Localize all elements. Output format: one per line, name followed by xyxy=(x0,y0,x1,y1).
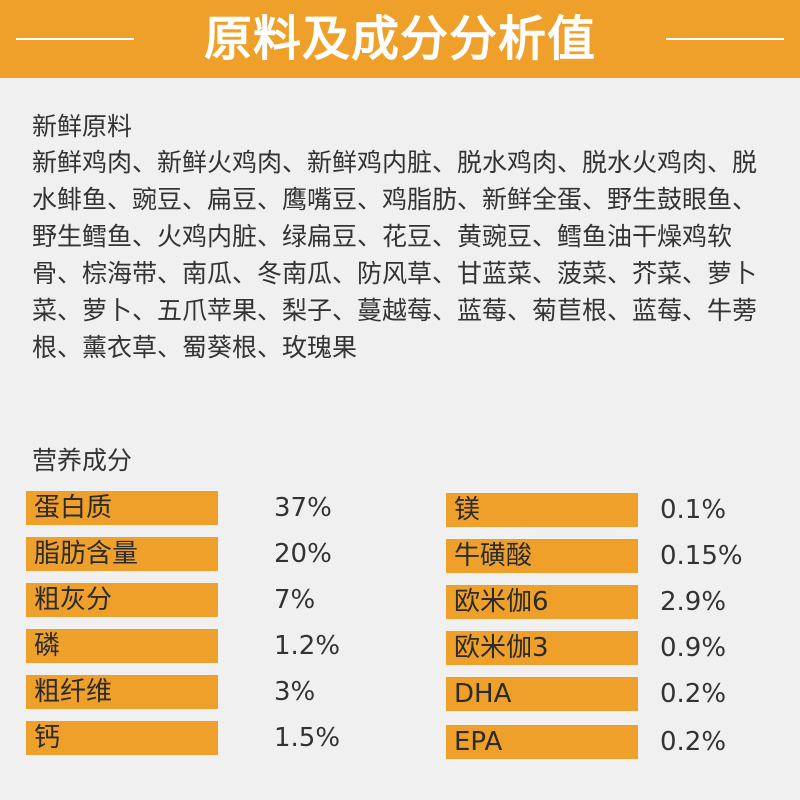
nutrient-name: 粗纤维 xyxy=(26,675,218,709)
page-title: 原料及成分分析值 xyxy=(203,11,596,67)
nutrient-value: 3% xyxy=(274,677,316,707)
nutrient-name: DHA xyxy=(446,677,638,711)
nutrient-value: 0.2% xyxy=(660,679,727,709)
ingredients-label: 新鲜原料 xyxy=(32,112,133,141)
nutrient-name: 蛋白质 xyxy=(26,491,218,525)
nutrient-value: 1.5% xyxy=(274,723,341,753)
nutrient-value: 2.9% xyxy=(660,587,727,617)
nutrient-value: 37% xyxy=(274,493,332,523)
nutrient-name: EPA xyxy=(446,725,638,759)
header-left-rule xyxy=(16,38,134,40)
ingredients-text: 新鲜鸡肉、新鲜火鸡肉、新鲜鸡内脏、脱水鸡肉、脱水火鸡肉、脱水鲱鱼、豌豆、扁豆、鹰… xyxy=(32,148,758,362)
nutrient-name: 欧米伽3 xyxy=(446,631,638,665)
header-banner: 原料及成分分析值 xyxy=(0,0,800,78)
nutrient-value: 0.9% xyxy=(660,633,727,663)
header-right-rule xyxy=(666,38,784,40)
nutrient-value: 0.1% xyxy=(660,495,727,525)
nutrient-value: 7% xyxy=(274,585,316,615)
nutrient-name: 欧米伽6 xyxy=(446,585,638,619)
nutrition-label: 营养成分 xyxy=(32,446,133,475)
nutrient-name: 磷 xyxy=(26,629,218,663)
nutrient-value: 0.15% xyxy=(660,541,743,571)
nutrient-name: 牛磺酸 xyxy=(446,539,638,573)
nutrient-name: 粗灰分 xyxy=(26,583,218,617)
nutrient-name: 镁 xyxy=(446,493,638,527)
nutrient-name: 脂肪含量 xyxy=(26,537,218,571)
nutrient-value: 0.2% xyxy=(660,727,727,757)
nutrient-name: 钙 xyxy=(26,721,218,755)
nutrient-value: 1.2% xyxy=(274,631,341,661)
nutrient-value: 20% xyxy=(274,539,332,569)
